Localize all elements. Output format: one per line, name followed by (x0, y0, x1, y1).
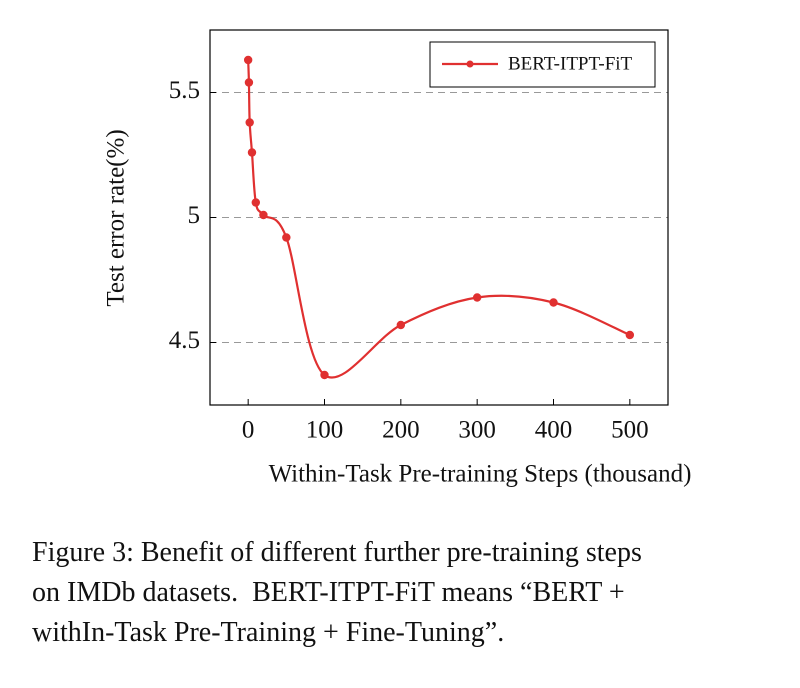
caption-line: on IMDb datasets. BERT-ITPT-FiT means “B… (32, 577, 625, 608)
y-axis-label: Test error rate(%) (103, 129, 130, 306)
legend-marker (466, 60, 474, 68)
data-point (245, 118, 254, 127)
data-point (472, 293, 482, 302)
data-point (396, 320, 406, 330)
x-tick-label: 500 (611, 417, 649, 444)
x-tick-label: 200 (382, 417, 420, 444)
x-tick-label: 100 (306, 417, 344, 444)
data-point (251, 198, 260, 207)
x-axis-label: Within-Task Pre-training Steps (thousand… (269, 461, 692, 488)
data-point (320, 370, 329, 380)
data-point (625, 330, 635, 340)
data-point (259, 210, 268, 220)
x-tick-label: 400 (535, 417, 573, 444)
data-point (243, 55, 253, 65)
plot-frame (209, 29, 669, 406)
caption-line: withIn-Task Pre-Training + Fine-Tuning”. (32, 617, 505, 648)
y-tick-label: 5.5 (169, 77, 200, 104)
data-point (549, 298, 558, 307)
caption-line: Figure 3: Benefit of different further p… (32, 537, 642, 568)
y-tick-label: 4.5 (169, 327, 200, 354)
series-line (247, 59, 631, 379)
chart: Within-Task Pre-training Steps (thousand… (103, 29, 692, 488)
x-tick-label: 300 (458, 417, 496, 444)
y-tick-label: 5 (188, 202, 201, 229)
legend-label: BERT-ITPT-FiT (508, 53, 633, 74)
data-point (282, 233, 291, 242)
data-point (247, 148, 257, 157)
data-point (244, 78, 254, 87)
x-tick-label: 0 (242, 417, 255, 444)
